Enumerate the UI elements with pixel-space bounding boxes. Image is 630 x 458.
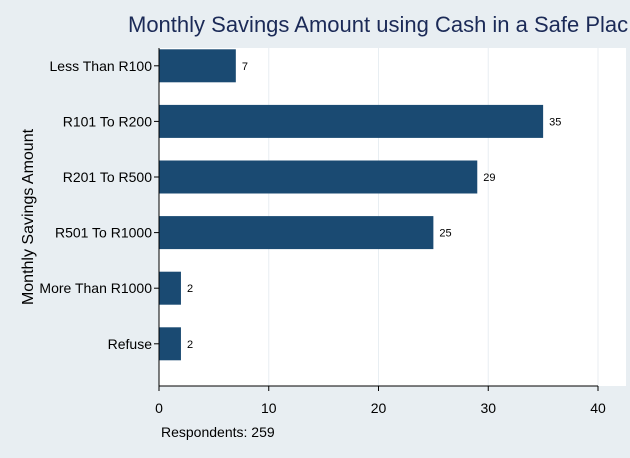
category-label-2: R201 To R500 — [63, 169, 152, 185]
bar-1 — [159, 104, 544, 138]
data-label-2: 29 — [483, 172, 495, 184]
data-label-5: 2 — [187, 339, 193, 351]
bar-2 — [159, 160, 478, 194]
y-axis-title: Monthly Savings Amount — [20, 128, 37, 305]
data-label-0: 7 — [242, 61, 248, 73]
data-label-3: 25 — [439, 228, 451, 240]
data-label-1: 35 — [549, 116, 561, 128]
bar-4 — [159, 271, 181, 305]
category-label-4: More Than R1000 — [39, 280, 152, 296]
category-label-0: Less Than R100 — [50, 58, 153, 74]
x-tick-label-4: 40 — [590, 400, 606, 416]
chart-note: Respondents: 259 — [161, 424, 275, 440]
bar-0 — [159, 49, 236, 83]
x-tick-label-2: 20 — [371, 400, 387, 416]
bar-5 — [159, 327, 181, 361]
x-tick-label-1: 10 — [261, 400, 277, 416]
x-tick-label-3: 30 — [480, 400, 496, 416]
category-label-1: R101 To R200 — [63, 113, 152, 129]
x-tick-label-0: 0 — [155, 400, 163, 416]
data-label-4: 2 — [187, 283, 193, 295]
category-label-5: Refuse — [108, 336, 153, 352]
category-label-3: R501 To R1000 — [55, 225, 152, 241]
chart-title: Monthly Savings Amount using Cash in a S… — [128, 12, 629, 37]
bar-3 — [159, 216, 434, 250]
